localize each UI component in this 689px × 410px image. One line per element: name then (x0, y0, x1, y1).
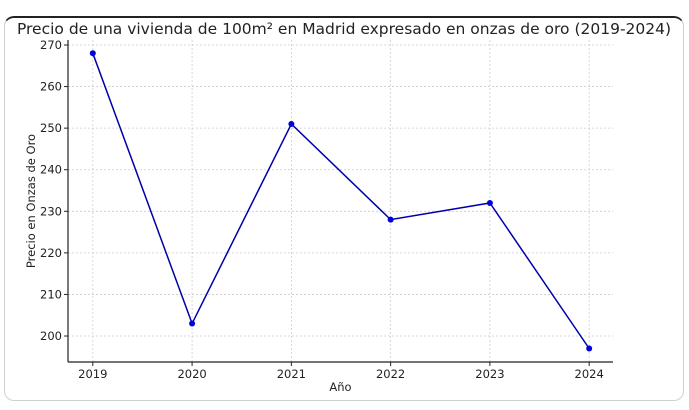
x-tick-label: 2021 (277, 367, 306, 381)
data-line (92, 53, 590, 349)
data-point (189, 320, 196, 327)
x-tick-label: 2024 (575, 367, 604, 381)
chart-card (4, 16, 684, 401)
data-point (89, 50, 96, 57)
data-point (486, 199, 493, 206)
y-tick-label: 260 (40, 80, 62, 94)
y-tick-label: 200 (40, 329, 62, 343)
y-tick-label: 210 (40, 287, 62, 301)
x-tick-label: 2019 (78, 367, 107, 381)
x-tick-label: 2022 (376, 367, 405, 381)
chart-title: Precio de una vivienda de 100m² en Madri… (17, 20, 671, 38)
x-tick-label: 2023 (475, 367, 504, 381)
x-axis-label: Año (329, 380, 351, 394)
y-axis-label: Precio en Onzas de Oro (24, 134, 38, 268)
y-tick-label: 240 (40, 163, 62, 177)
y-tick-label: 220 (40, 246, 62, 260)
data-point (387, 216, 394, 223)
data-point (586, 345, 593, 352)
y-tick-label: 230 (40, 204, 62, 218)
data-point (288, 120, 295, 127)
x-tick-label: 2020 (177, 367, 206, 381)
y-tick-label: 250 (40, 121, 62, 135)
y-tick-label: 270 (40, 38, 62, 52)
